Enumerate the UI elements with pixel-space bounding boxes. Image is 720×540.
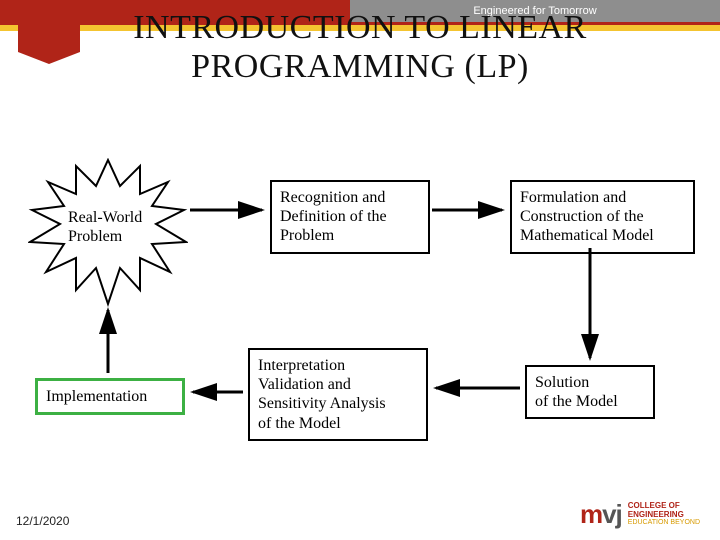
flowchart: Real-World Problem Recognition and Defin… [0,140,720,480]
footer-date: 12/1/2020 [16,514,69,528]
node-formulation: Formulation and Construction of the Math… [510,180,695,254]
node-implementation: Implementation [35,378,185,415]
slide-title: INTRODUCTION TO LINEAR PROGRAMMING (LP) [0,8,720,86]
footer-logo: mvj COLLEGE OF ENGINEERING EDUCATION BEY… [580,499,700,530]
node-real-world-label: Real-World Problem [68,208,142,246]
logo-text: COLLEGE OF ENGINEERING EDUCATION BEYOND [628,502,700,527]
logo-mark: mvj [580,499,622,530]
title-line-1: INTRODUCTION TO LINEAR [133,9,587,46]
node-interpretation: Interpretation Validation and Sensitivit… [248,348,428,441]
node-real-world: Real-World Problem [28,158,188,308]
title-line-2: PROGRAMMING (LP) [191,48,529,85]
node-solution: Solution of the Model [525,365,655,419]
node-recognition: Recognition and Definition of the Proble… [270,180,430,254]
